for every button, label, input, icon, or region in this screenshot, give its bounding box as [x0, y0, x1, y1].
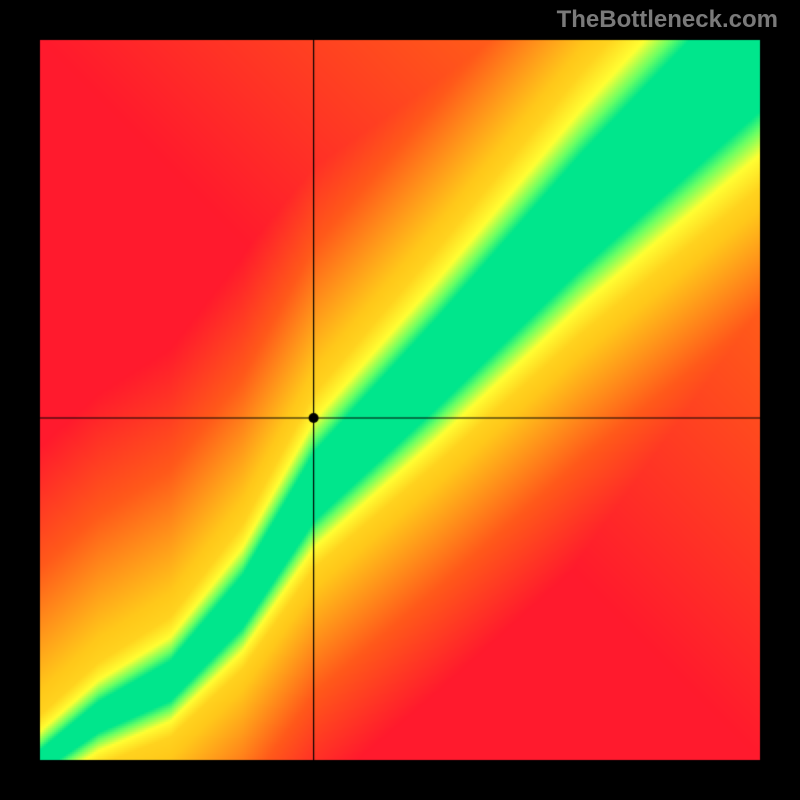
- watermark-text: TheBottleneck.com: [557, 6, 778, 34]
- chart-container: TheBottleneck.com: [0, 0, 800, 800]
- heatmap-canvas: [0, 0, 800, 800]
